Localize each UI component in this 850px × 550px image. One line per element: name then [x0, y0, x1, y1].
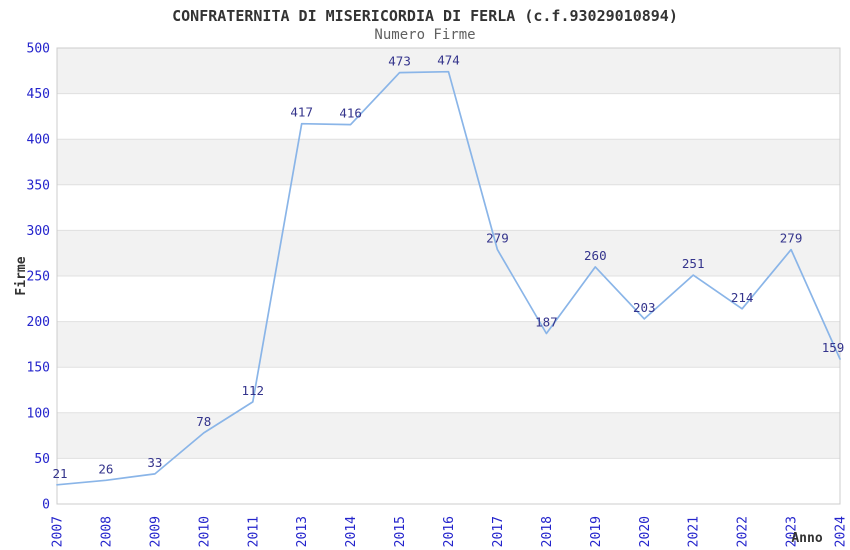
data-point-label: 473 — [388, 54, 411, 69]
data-point-label: 187 — [535, 314, 558, 329]
x-tick-label: 2024 — [834, 516, 849, 547]
plot-band — [57, 367, 840, 413]
y-tick-label: 300 — [27, 224, 50, 239]
x-tick-label: 2008 — [99, 516, 114, 547]
y-tick-label: 100 — [27, 406, 50, 421]
data-point-label: 417 — [290, 105, 313, 120]
y-tick-label: 500 — [27, 42, 50, 57]
data-point-label: 279 — [486, 231, 509, 246]
chart-subtitle: Numero Firme — [374, 27, 476, 43]
plot-border — [56, 47, 841, 505]
x-tick-label: 2011 — [246, 516, 261, 547]
data-point-label: 159 — [822, 340, 845, 355]
x-tick-label: 2018 — [540, 516, 555, 547]
plot-band — [57, 139, 840, 185]
x-tick-label: 2021 — [687, 516, 702, 547]
plot-band — [57, 321, 840, 368]
y-tick-label: 400 — [27, 133, 50, 148]
y-tick-label: 50 — [34, 452, 50, 467]
x-tick-label: 2019 — [589, 516, 604, 547]
data-point-label: 33 — [147, 455, 162, 470]
x-tick-label: 2016 — [442, 516, 457, 547]
data-point-label: 251 — [682, 256, 705, 271]
data-point-label: 279 — [780, 231, 803, 246]
chart-title: CONFRATERNITA DI MISERICORDIA DI FERLA (… — [172, 7, 678, 25]
x-tick-label: 2020 — [638, 516, 653, 547]
data-point-label: 112 — [241, 383, 264, 398]
data-point-label: 26 — [98, 461, 113, 476]
y-tick-label: 150 — [27, 361, 50, 376]
plot-band — [57, 412, 840, 459]
y-tick-label: 350 — [27, 178, 50, 193]
x-tick-label: 2017 — [491, 516, 506, 547]
x-tick-label: 2013 — [295, 516, 310, 547]
data-point-label: 214 — [731, 290, 754, 305]
y-axis-title: Firme — [14, 256, 29, 295]
data-point-label: 203 — [633, 300, 656, 315]
y-tick-label: 250 — [27, 270, 50, 285]
plot-band — [57, 458, 840, 504]
x-tick-label: 2014 — [344, 516, 359, 547]
data-point-label: 474 — [437, 53, 460, 68]
series-line — [56, 70, 841, 486]
x-tick-label: 2022 — [736, 516, 751, 547]
data-point-label: 416 — [339, 106, 362, 121]
data-point-label: 78 — [196, 414, 211, 429]
y-tick-label: 200 — [27, 315, 50, 330]
x-axis-title: Anno — [791, 531, 822, 546]
x-tick-label: 2010 — [197, 516, 212, 547]
y-tick-label: 450 — [27, 87, 50, 102]
plot-band — [57, 184, 840, 231]
plot-band — [57, 230, 840, 276]
plot-band — [57, 276, 840, 322]
data-point-label: 21 — [52, 466, 67, 481]
plot-band — [57, 48, 840, 94]
plot-band — [57, 93, 840, 140]
x-tick-label: 2015 — [393, 516, 408, 547]
data-point-label: 260 — [584, 248, 607, 263]
x-tick-label: 2023 — [785, 516, 800, 547]
x-tick-label: 2007 — [51, 516, 66, 547]
y-tick-label: 0 — [42, 498, 50, 513]
x-tick-label: 2009 — [148, 516, 163, 547]
